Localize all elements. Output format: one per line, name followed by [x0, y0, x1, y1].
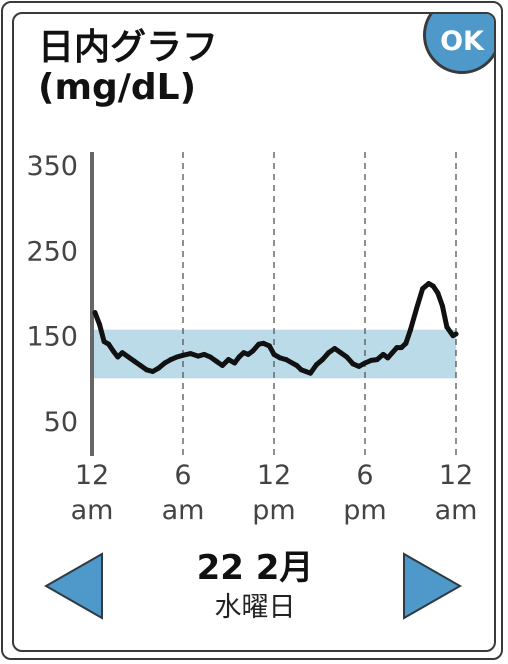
data-point — [313, 362, 319, 368]
data-point — [403, 340, 409, 346]
x-tick-label-3-line2: pm — [343, 495, 386, 526]
data-point — [131, 358, 137, 364]
data-point — [283, 357, 289, 363]
data-point — [289, 360, 295, 366]
data-point — [307, 370, 313, 376]
data-point — [101, 339, 107, 345]
data-point — [110, 348, 116, 354]
y-tick-label-50: 50 — [44, 407, 78, 438]
data-point — [156, 365, 162, 371]
data-point — [439, 303, 445, 309]
data-point — [294, 363, 300, 369]
data-point — [97, 322, 103, 328]
data-point — [219, 363, 225, 369]
data-point — [398, 345, 404, 351]
left-arrow-icon[interactable] — [44, 552, 104, 620]
data-point — [344, 354, 350, 360]
data-point — [241, 350, 247, 356]
ok-button-label: OK — [440, 26, 484, 57]
data-point — [250, 348, 256, 354]
x-tick-label-4-line2: am — [435, 495, 478, 526]
data-point — [245, 351, 251, 357]
y-tick-label-150: 150 — [26, 322, 78, 353]
page-title: 日内グラフ (mg/dL) — [38, 28, 218, 108]
x-tick-label-0-line1: 12 — [75, 460, 109, 491]
data-point — [420, 286, 426, 292]
y-tick-label-250: 250 — [26, 236, 78, 267]
data-point — [326, 350, 332, 356]
x-tick-label-4-line1: 12 — [439, 460, 473, 491]
data-point — [260, 340, 266, 346]
data-point — [444, 324, 450, 330]
data-point — [320, 357, 326, 363]
data-point — [368, 357, 374, 363]
x-tick-label-2-line2: pm — [252, 495, 295, 526]
data-point — [350, 361, 356, 367]
data-point — [266, 343, 272, 349]
data-point — [394, 345, 400, 351]
data-point — [385, 355, 391, 361]
weekday-label: 水曜日 — [214, 592, 296, 623]
title-line-1: 日内グラフ — [38, 27, 219, 68]
data-point — [207, 354, 213, 360]
data-point — [256, 341, 262, 347]
data-point — [232, 360, 238, 366]
data-point — [298, 367, 304, 373]
data-point — [356, 363, 362, 369]
data-point — [374, 357, 380, 363]
data-point — [226, 357, 231, 363]
data-point — [408, 327, 413, 333]
data-point — [430, 283, 436, 289]
data-point — [414, 305, 420, 311]
data-point — [271, 351, 277, 357]
data-point — [236, 354, 242, 360]
data-point — [119, 350, 125, 356]
y-tick-label-350: 350 — [26, 151, 78, 182]
data-point — [213, 358, 219, 364]
data-point — [174, 354, 180, 360]
data-point — [106, 341, 112, 347]
data-point — [188, 351, 194, 357]
data-point — [338, 350, 344, 356]
data-point — [303, 369, 309, 375]
data-point — [168, 357, 174, 363]
x-tick-label-0-line2: am — [71, 495, 114, 526]
data-point — [138, 363, 144, 369]
title-line-2: (mg/dL) — [38, 67, 197, 108]
data-point — [201, 351, 207, 357]
data-point — [144, 367, 150, 373]
data-point — [125, 354, 131, 360]
x-tick-label-2-line1: 12 — [257, 460, 291, 491]
data-point — [426, 281, 432, 287]
data-point — [92, 310, 98, 316]
data-point — [162, 360, 168, 366]
data-point — [362, 360, 368, 366]
data-point — [277, 355, 283, 361]
x-tick-label-1-line1: 6 — [174, 460, 191, 491]
x-tick-label-3-line1: 6 — [356, 460, 373, 491]
data-point — [380, 351, 386, 357]
right-arrow-icon[interactable] — [402, 552, 462, 620]
data-point — [453, 331, 459, 337]
data-point — [115, 354, 121, 360]
data-point — [435, 290, 441, 296]
data-point — [195, 353, 201, 359]
x-tick-label-1-line2: am — [162, 495, 205, 526]
data-point — [180, 352, 186, 358]
data-point — [150, 369, 156, 375]
date-label: 22 2月 — [196, 548, 314, 588]
data-point — [389, 350, 395, 356]
data-point — [332, 345, 338, 351]
